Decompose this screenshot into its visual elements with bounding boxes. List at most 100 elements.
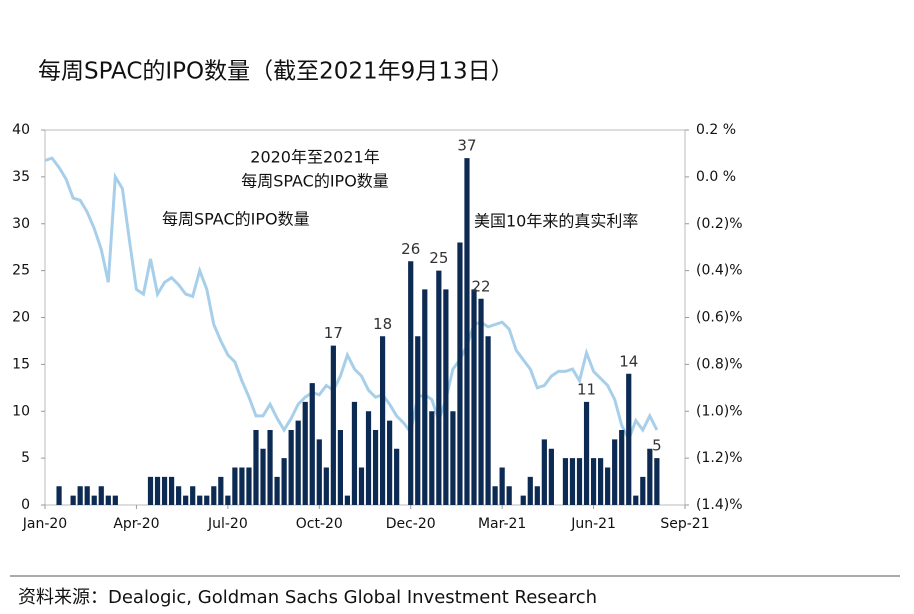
bar (379, 336, 386, 505)
bar (492, 486, 498, 505)
y-tick-label: 5 (21, 450, 30, 466)
bar (218, 476, 224, 505)
bar (541, 439, 547, 505)
data-label: 5 (652, 437, 662, 455)
bar (197, 495, 203, 505)
bar (422, 289, 428, 505)
y2-tick-label: 0.0 % (696, 169, 736, 185)
data-label: 26 (401, 240, 420, 258)
y2-tick-label: (0.2)% (696, 216, 743, 232)
bar (211, 486, 217, 505)
bar (562, 458, 569, 505)
bar (408, 261, 414, 505)
bar (394, 448, 400, 505)
bar (232, 467, 238, 505)
y2-tick-label: (0.4)% (696, 263, 743, 279)
bar (506, 486, 512, 505)
bar (450, 411, 456, 505)
bar (612, 439, 618, 505)
bar (295, 420, 301, 505)
bar (105, 495, 111, 505)
bar (499, 467, 505, 505)
x-tick-label: Oct-20 (296, 516, 343, 532)
annotation: 每周SPAC的IPO数量 (241, 172, 389, 191)
bar (267, 430, 273, 505)
y2-tick-label: (1.4)% (696, 497, 743, 513)
bar (626, 373, 632, 505)
bar (387, 420, 393, 505)
bar (56, 486, 62, 505)
bar (253, 430, 259, 505)
bar (246, 467, 252, 505)
bar (633, 495, 639, 505)
y-tick-label: 30 (12, 216, 30, 232)
bar (527, 476, 533, 505)
bar (281, 458, 287, 505)
data-label: 17 (324, 324, 343, 342)
bar (161, 476, 168, 505)
bar (365, 411, 372, 505)
data-label: 11 (577, 380, 596, 398)
x-tick-label: Apr-20 (113, 516, 159, 532)
bar (598, 458, 604, 505)
x-tick-label: Jul-20 (207, 516, 248, 532)
x-tick-label: Sep-21 (660, 516, 709, 532)
y2-tick-label: (0.8)% (696, 356, 743, 372)
bar (647, 448, 653, 505)
y-tick-label: 20 (12, 310, 30, 326)
data-label: 14 (619, 352, 638, 370)
source: 资料来源：Dealogic, Goldman Sachs Global Inve… (18, 587, 597, 608)
data-label: 18 (373, 315, 392, 333)
bar (351, 401, 358, 505)
bar (316, 439, 322, 505)
x-tick-label: Mar-21 (478, 516, 526, 532)
legend-label: 每周SPAC的IPO数量 (162, 210, 310, 229)
y-tick-label: 35 (12, 169, 30, 185)
y-tick-label: 15 (12, 356, 30, 372)
bar (176, 486, 182, 505)
bar (70, 495, 76, 505)
bar (520, 495, 526, 505)
bar (457, 242, 463, 505)
bar (288, 430, 294, 505)
data-label: 22 (471, 277, 490, 295)
y2-tick-label: 0.2 % (696, 122, 736, 138)
y2-tick-label: (1.2)% (696, 450, 743, 466)
chart-title: 每周SPAC的IPO数量（截至2021年9月13日） (38, 59, 514, 85)
bar (464, 158, 470, 505)
bar (274, 476, 280, 505)
bar (576, 458, 583, 505)
bar (330, 345, 336, 505)
bar (168, 476, 175, 505)
data-label: 25 (429, 249, 448, 267)
bar (147, 476, 154, 505)
bar (84, 486, 90, 505)
bar (654, 458, 660, 505)
x-tick-label: Jan-20 (22, 516, 67, 532)
data-label: 37 (457, 137, 476, 155)
line (44, 156, 659, 444)
bar (583, 401, 590, 505)
bar (415, 336, 421, 505)
bar (204, 495, 210, 505)
bar (548, 448, 554, 505)
annotation: 2020年至2021年 (250, 148, 379, 167)
y-tick-label: 40 (12, 122, 30, 138)
bar (590, 458, 597, 505)
bar (436, 270, 442, 505)
bar (260, 448, 266, 505)
bar (225, 495, 231, 505)
bar (429, 411, 435, 505)
bar (112, 495, 118, 505)
bar (309, 383, 315, 505)
y2-tick-label: (1.0)% (696, 403, 743, 419)
bar (183, 495, 189, 505)
bar (323, 467, 329, 505)
bar (337, 430, 343, 505)
bar (640, 476, 646, 505)
bar (534, 486, 540, 505)
bar (98, 486, 104, 505)
y-tick-label: 25 (12, 263, 30, 279)
bar (239, 467, 245, 505)
